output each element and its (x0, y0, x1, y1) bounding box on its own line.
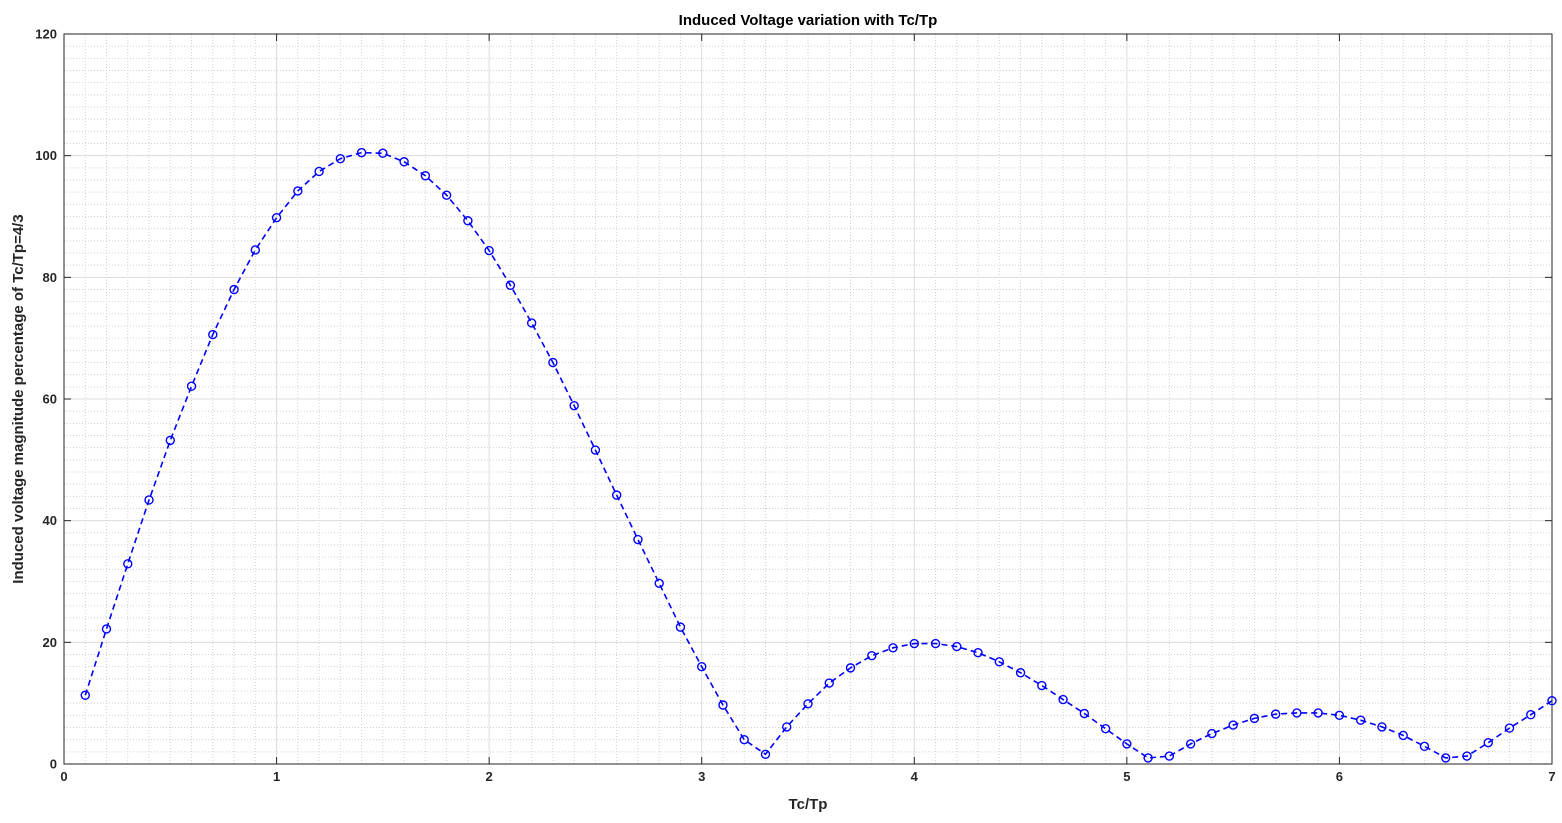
data-point-marker (845, 663, 856, 673)
data-point-marker (1526, 710, 1536, 720)
x-tick-labels: 0 1 2 3 4 5 6 7 (60, 769, 1555, 784)
axis-ticks (63, 33, 1553, 765)
data-point-marker (314, 166, 324, 177)
y-axis-title: Induced voltage magnitude percentage of … (10, 214, 27, 583)
data-point-marker (952, 641, 962, 652)
data-point-marker (590, 445, 601, 455)
y-tick-label: 60 (43, 392, 57, 407)
x-tick-label: 4 (911, 769, 919, 784)
data-point-marker (165, 435, 175, 446)
y-tick-label: 100 (35, 148, 57, 163)
data-point-marker (1185, 739, 1196, 749)
x-tick-label: 3 (698, 769, 705, 784)
data-point-marker (80, 690, 90, 700)
x-tick-label: 7 (1548, 769, 1555, 784)
y-tick-label: 80 (43, 270, 57, 285)
data-point-marker (654, 578, 664, 589)
data-point-marker (101, 624, 112, 634)
data-point-marker (1398, 730, 1408, 741)
data-point-marker (1079, 708, 1090, 719)
data-point-marker (718, 700, 728, 710)
data-point-marker (144, 495, 154, 505)
minor-grid (64, 34, 1552, 764)
data-point-marker (463, 216, 473, 226)
data-point-marker (1313, 708, 1323, 718)
data-point-marker (271, 213, 282, 223)
data-point-marker (293, 186, 303, 196)
data-point-marker (739, 734, 749, 745)
data-point-marker (1547, 696, 1557, 706)
data-point-marker (994, 657, 1005, 667)
series-markers (80, 147, 1557, 763)
data-point-marker (1100, 724, 1111, 734)
data-point-marker (186, 381, 197, 391)
chart-title: Induced Voltage variation with Tc/Tp (679, 12, 938, 29)
data-point-marker (356, 147, 367, 158)
x-tick-label: 6 (1336, 769, 1343, 784)
data-point-marker (335, 154, 346, 164)
data-point-marker (1249, 713, 1260, 724)
data-point-marker (888, 643, 898, 653)
data-point-marker (803, 699, 813, 709)
data-point-marker (973, 647, 983, 658)
data-point-marker (399, 157, 409, 167)
data-point-marker (1292, 708, 1302, 718)
data-point-marker (1058, 694, 1068, 705)
data-point-marker (1504, 723, 1515, 733)
data-point-marker (1143, 753, 1153, 763)
data-point-marker (1355, 715, 1366, 725)
data-point-marker (633, 534, 643, 545)
y-tick-label: 40 (43, 513, 57, 528)
data-point-marker (441, 190, 452, 200)
data-point-marker (611, 490, 622, 500)
data-point-marker (1122, 739, 1132, 749)
data-point-marker (548, 357, 558, 368)
data-point-marker (420, 171, 431, 181)
data-point-marker (1270, 709, 1281, 719)
data-point-marker (782, 722, 792, 732)
x-axis-title: Tc/Tp (789, 796, 828, 813)
data-point-marker (1015, 668, 1026, 678)
data-point-marker (1483, 738, 1493, 748)
series-line (84, 151, 1553, 759)
data-point-marker (484, 245, 494, 256)
y-tick-label: 20 (43, 635, 57, 650)
y-tick-label: 120 (35, 27, 57, 42)
data-point-marker (505, 280, 516, 290)
data-point-marker (1207, 728, 1217, 739)
data-point-marker (909, 638, 919, 649)
data-point-marker (697, 661, 707, 672)
x-tick-label: 0 (60, 769, 67, 784)
data-point-marker (1037, 680, 1047, 691)
data-point-marker (123, 559, 133, 569)
data-point-marker (867, 651, 877, 661)
data-point-marker (1377, 722, 1387, 732)
data-point-marker (208, 329, 218, 340)
data-point-marker (675, 622, 686, 632)
data-point-marker (526, 318, 537, 328)
data-point-marker (760, 749, 771, 759)
data-point-marker (250, 245, 261, 255)
data-point-marker (1441, 753, 1451, 763)
data-point-marker (229, 284, 239, 295)
y-tick-label: 0 (50, 757, 57, 772)
data-point-marker (1334, 710, 1345, 721)
data-point-marker (1228, 720, 1238, 730)
data-point-marker (1462, 751, 1472, 761)
x-tick-label: 5 (1123, 769, 1130, 784)
y-tick-labels: 0 20 40 60 80 100 120 (35, 27, 57, 772)
data-point-marker (569, 400, 579, 411)
x-tick-label: 1 (273, 769, 280, 784)
x-tick-label: 2 (486, 769, 493, 784)
data-point-marker (1419, 741, 1430, 752)
data-point-marker (930, 638, 941, 649)
data-point-marker (1164, 751, 1175, 761)
data-point-marker (378, 148, 388, 158)
data-point-marker (824, 678, 834, 688)
